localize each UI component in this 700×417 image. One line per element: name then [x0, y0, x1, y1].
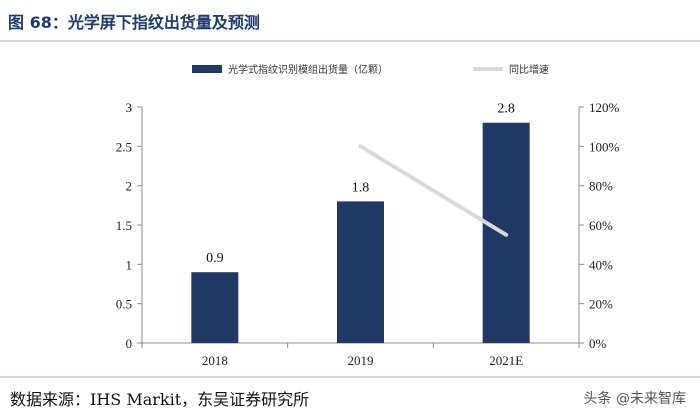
bar-data-label: 1.8	[352, 180, 370, 195]
left-tick-label: 0	[126, 336, 133, 351]
left-tick-label: 1	[126, 257, 133, 272]
right-axis: 0% 20% 40% 60% 80% 100% 120%	[578, 100, 620, 351]
right-tick-label: 120%	[589, 100, 620, 115]
bar	[191, 272, 239, 343]
x-tick-label: 2018	[202, 353, 228, 368]
right-tick-label: 80%	[589, 179, 613, 194]
source-note: 数据来源：IHS Markit，东吴证券研究所	[10, 390, 310, 409]
source-bar: 数据来源：IHS Markit，东吴证券研究所 头条 @未来智库	[0, 376, 700, 417]
x-axis: 2018 2019 2021E	[141, 342, 580, 368]
right-tick-label: 0%	[589, 336, 607, 351]
legend-bar-swatch	[192, 65, 222, 73]
bar-data-label: 0.9	[206, 251, 224, 266]
bar-data-label: 2.8	[497, 102, 515, 117]
legend-line-label: 同比增速	[509, 63, 549, 76]
left-tick-label: 2	[126, 179, 133, 194]
left-tick-label: 1.5	[116, 218, 132, 233]
left-tick-label: 3	[126, 100, 133, 115]
x-tick-label: 2019	[348, 353, 374, 368]
growth-line-group	[358, 144, 509, 237]
right-tick-label: 60%	[589, 218, 613, 233]
bar	[337, 201, 384, 343]
watermark: 头条 @未来智库	[583, 391, 686, 407]
x-tick-label: 2021E	[489, 353, 523, 368]
left-tick-label: 2.5	[116, 139, 132, 154]
chart-title: 图 68：光学屏下指纹出货量及预测	[8, 13, 260, 32]
legend-bar-label: 光学式指纹识别模组出货量（亿颗）	[228, 63, 388, 76]
right-tick-label: 40%	[589, 257, 613, 272]
title-bar: 图 68：光学屏下指纹出货量及预测	[0, 0, 700, 42]
growth-line	[358, 144, 509, 237]
right-tick-label: 20%	[589, 297, 613, 312]
chart: 光学式指纹识别模组出货量（亿颗） 同比增速 0 0.5 1 1.5 2 2.5 3 0% 20…	[116, 63, 620, 368]
legend: 光学式指纹识别模组出货量（亿颗） 同比增速	[192, 63, 549, 76]
right-tick-label: 100%	[589, 139, 620, 154]
bars	[191, 122, 530, 343]
left-tick-label: 0.5	[116, 297, 132, 312]
left-axis: 0 0.5 1 1.5 2 2.5 3	[116, 100, 143, 351]
data-labels: 0.9 1.8 2.8	[206, 102, 515, 266]
